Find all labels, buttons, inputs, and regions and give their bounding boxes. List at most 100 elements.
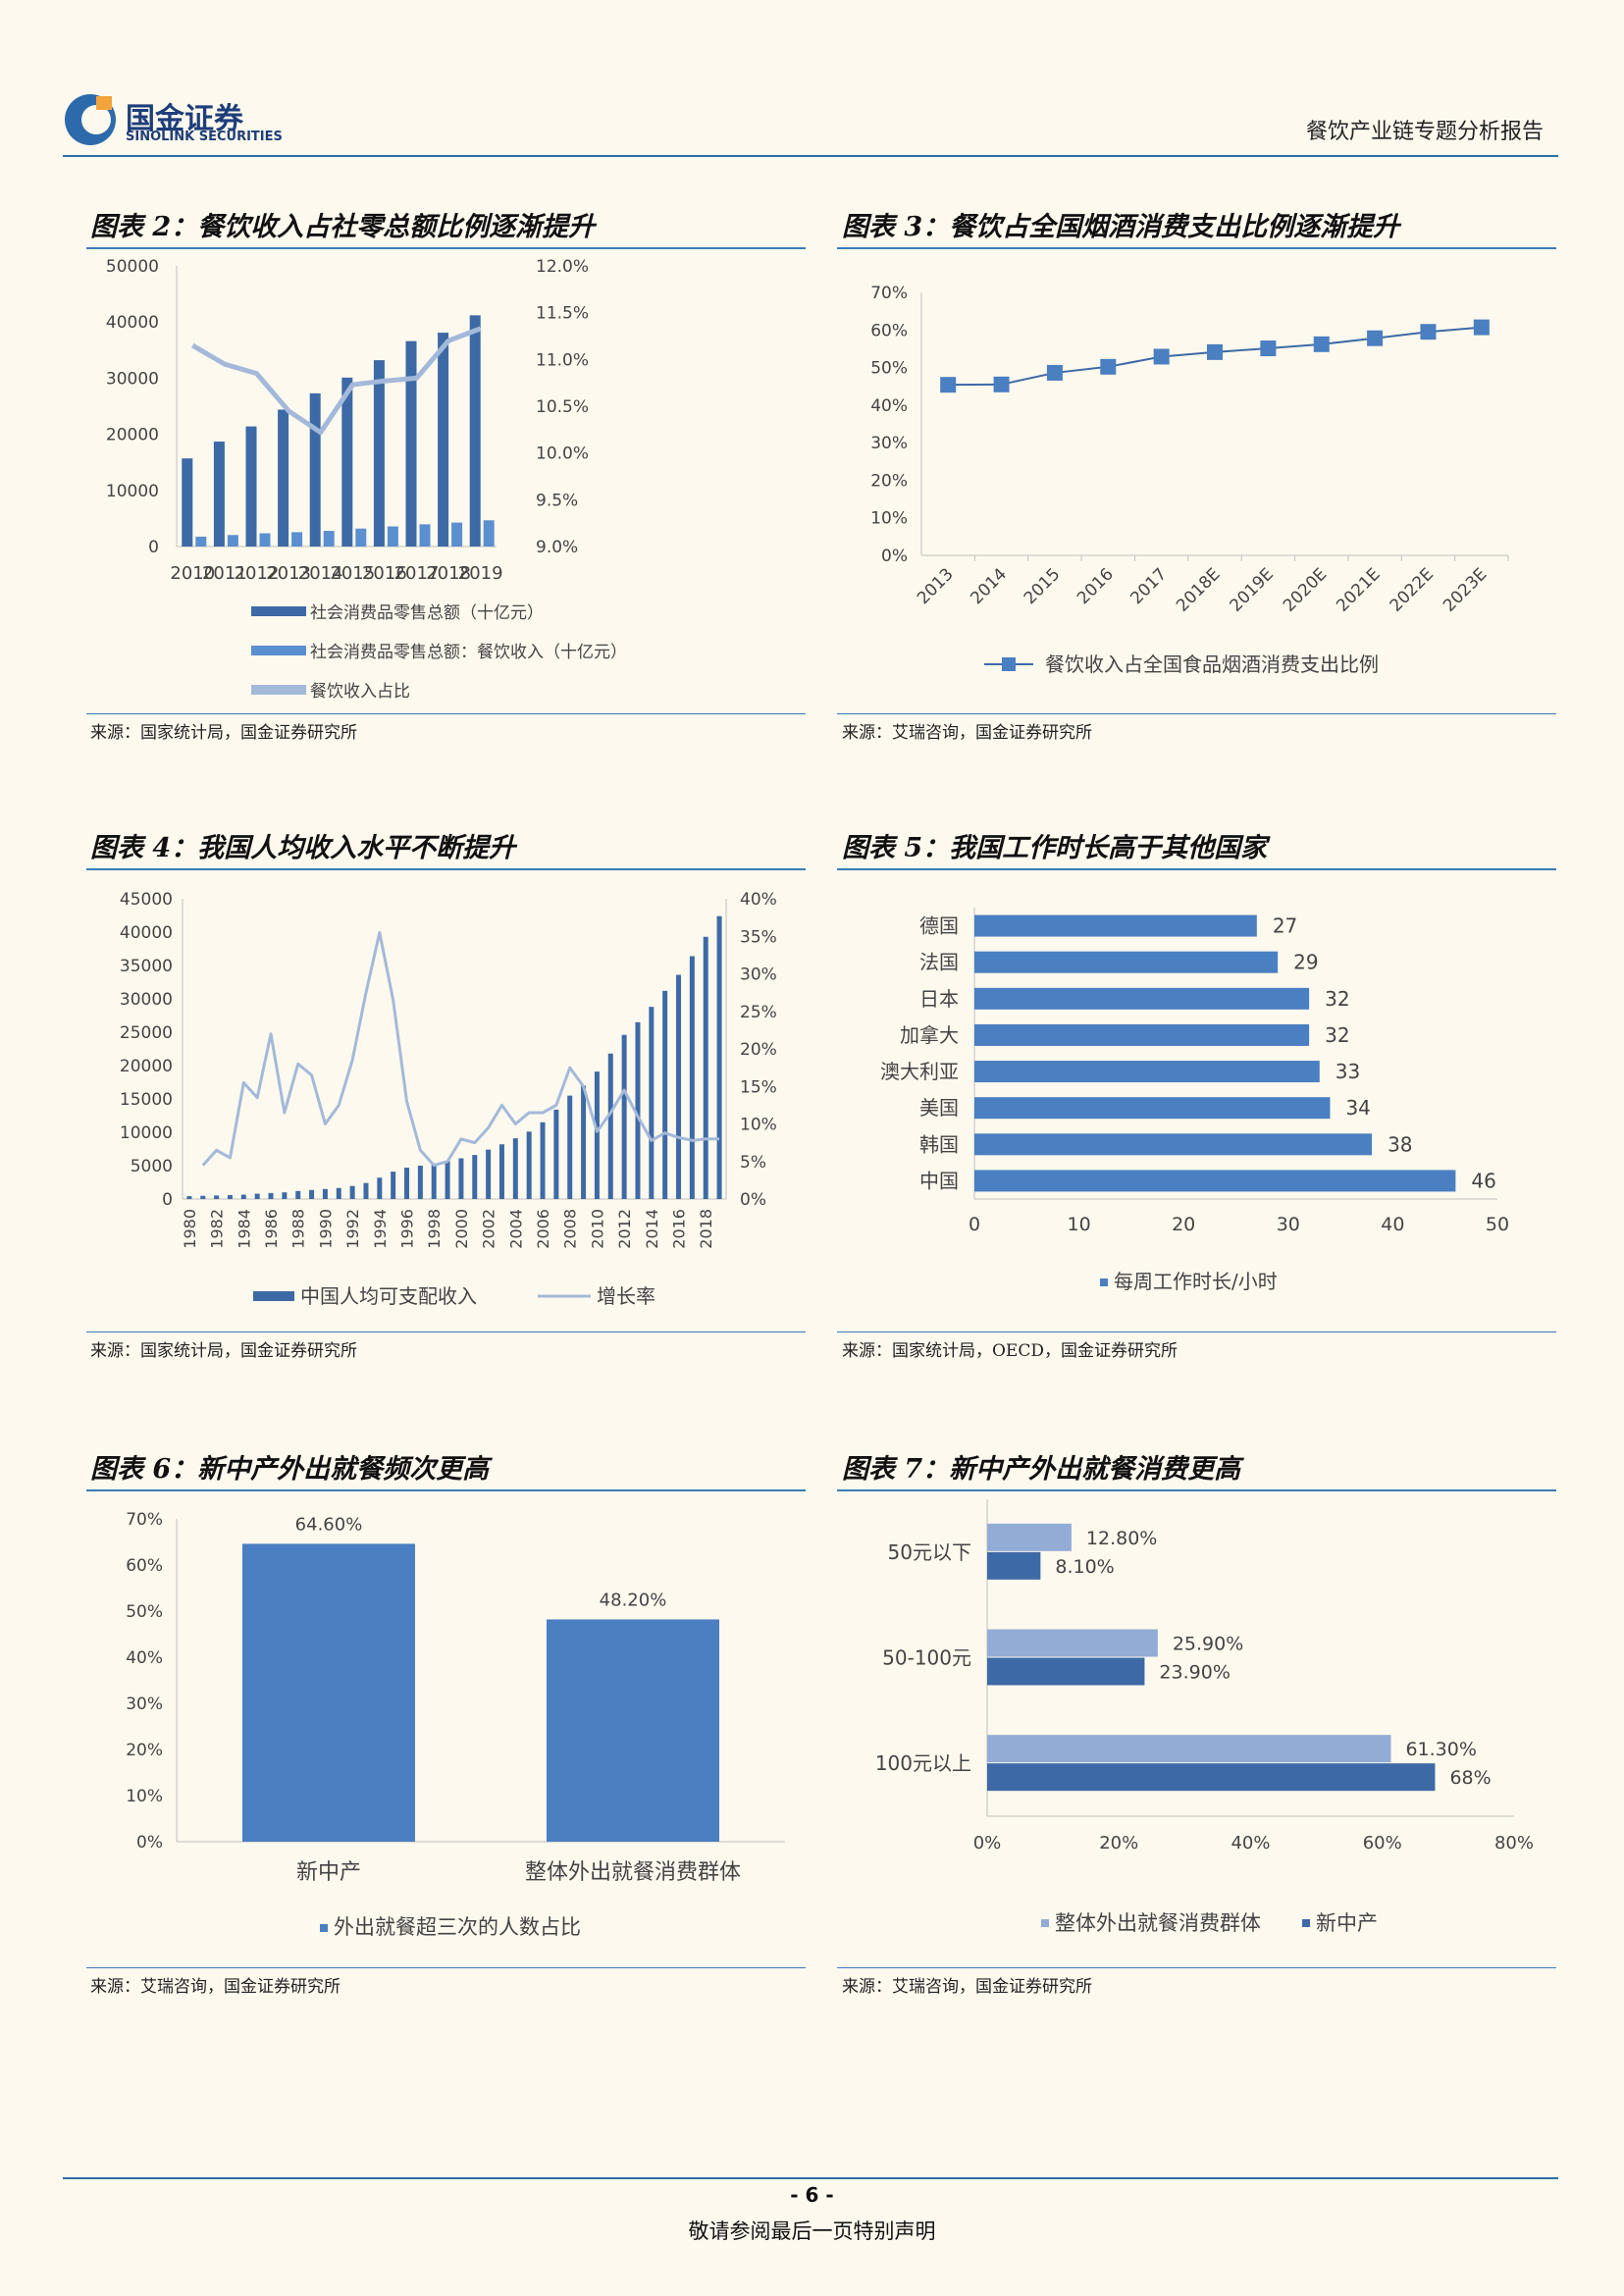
x-tick-label: 20% xyxy=(1099,1833,1138,1853)
x-tick-label: 1980 xyxy=(181,1209,199,1249)
x-tick-label: 30 xyxy=(1277,1214,1300,1235)
data-label: 33 xyxy=(1336,1060,1360,1083)
bar-income xyxy=(336,1187,341,1199)
bar-income xyxy=(607,1053,613,1199)
data-label: 32 xyxy=(1325,987,1349,1011)
x-tick-label: 2016 xyxy=(362,563,407,584)
legend-swatch xyxy=(251,606,306,616)
x-tick-label: 2018E xyxy=(1173,564,1224,615)
x-tick-label: 2004 xyxy=(506,1209,525,1249)
data-label: 68% xyxy=(1449,1767,1491,1789)
bar-income xyxy=(472,1155,478,1199)
x-tick-label: 2023E xyxy=(1440,564,1491,615)
category-label: 澳大利亚 xyxy=(880,1060,959,1083)
x-tick-label: 2006 xyxy=(534,1209,552,1249)
bar-catering-revenue xyxy=(195,536,207,547)
legend-label: 餐饮收入占全国食品烟酒消费支出比例 xyxy=(1045,652,1379,676)
panel-3-source: 来源：艾瑞咨询，国金证券研究所 xyxy=(842,723,1092,743)
data-point xyxy=(1207,343,1223,360)
y-left-tick-label: 10000 xyxy=(120,1123,173,1143)
data-label: 25.90% xyxy=(1173,1634,1243,1655)
x-tick-label: 2012 xyxy=(615,1209,634,1249)
bar-retail-total xyxy=(213,442,225,547)
data-label: 48.20% xyxy=(600,1590,667,1610)
bar-catering-revenue xyxy=(323,531,335,547)
bar-income xyxy=(186,1196,192,1199)
panel-5-top-rule xyxy=(837,868,1556,870)
bar-retail-total xyxy=(438,333,449,547)
y-tick-label: 60% xyxy=(126,1556,163,1576)
category-label: 美国 xyxy=(919,1096,959,1120)
y-tick-label: 30% xyxy=(870,434,908,453)
y-left-tick-label: 10000 xyxy=(106,482,159,501)
bar-overall xyxy=(987,1735,1391,1763)
bar-income xyxy=(703,936,708,1199)
header-divider xyxy=(63,155,1558,157)
category-label: 德国 xyxy=(919,914,959,938)
data-point xyxy=(993,376,1010,392)
panel-4-title: 图表 4：我国人均收入水平不断提升 xyxy=(90,833,516,863)
panel-4-source: 来源：国家统计局，国金证券研究所 xyxy=(90,1341,357,1361)
bar-income xyxy=(214,1195,220,1199)
y-left-tick-label: 50000 xyxy=(106,257,159,277)
bar-dining-frequency xyxy=(547,1619,719,1842)
y-right-tick-label: 10.0% xyxy=(536,444,589,464)
bar-income xyxy=(635,1021,641,1199)
bar-work-hours xyxy=(974,1097,1331,1120)
x-tick-label: 1994 xyxy=(371,1209,390,1249)
chart-3: 0%10%20%30%40%50%60%70%2013 2014 2015 2016 2… xyxy=(870,284,1509,676)
panel-2-title: 图表 2：餐饮收入占社零总额比例逐渐提升 xyxy=(90,212,596,242)
x-tick-label: 2016 xyxy=(1074,564,1118,608)
panel-7-title: 图表 7：新中产外出就餐消费更高 xyxy=(842,1454,1241,1485)
y-tick-label: 0% xyxy=(881,547,908,566)
bar-income xyxy=(309,1189,315,1199)
y-tick-label: 70% xyxy=(126,1510,163,1530)
y-left-tick-label: 0 xyxy=(148,538,159,557)
y-right-tick-label: 11.0% xyxy=(536,350,589,370)
bar-catering-revenue xyxy=(355,528,367,547)
bar-income xyxy=(526,1131,532,1199)
category-label: 100元以上 xyxy=(875,1751,971,1775)
data-label: 12.80% xyxy=(1086,1528,1157,1549)
data-label: 27 xyxy=(1273,914,1297,938)
y-right-tick-label: 11.5% xyxy=(536,304,589,324)
bar-retail-total xyxy=(182,458,193,547)
bar-new-middle-class xyxy=(987,1551,1041,1580)
y-right-tick-label: 9.0% xyxy=(536,538,578,557)
x-tick-label: 2008 xyxy=(561,1209,580,1249)
y-right-tick-label: 10.5% xyxy=(536,397,589,417)
panel-6-title: 图表 6：新中产外出就餐频次更高 xyxy=(90,1454,490,1485)
category-label: 法国 xyxy=(919,951,959,974)
panel-2-source: 来源：国家统计局，国金证券研究所 xyxy=(90,723,357,743)
x-tick-label: 60% xyxy=(1363,1833,1402,1853)
legend-label: 外出就餐超三次的人数占比 xyxy=(334,1915,581,1939)
bar-income xyxy=(431,1163,437,1199)
category-label: 整体外出就餐消费群体 xyxy=(525,1860,741,1885)
footer-disclaimer: 敬请参阅最后一页特别声明 xyxy=(688,2219,936,2243)
chart-2: 0 10000 20000 30000 40000 50000 9.0% 9.5% 10.0% 1… xyxy=(106,257,627,702)
data-point xyxy=(940,377,957,393)
bar-income xyxy=(716,915,722,1199)
data-label: 8.10% xyxy=(1055,1556,1114,1578)
y-right-tick-label: 9.5% xyxy=(536,491,578,510)
legend-swatch xyxy=(253,1291,294,1301)
bar-work-hours xyxy=(974,951,1279,973)
bar-retail-total xyxy=(341,377,353,547)
logo-cn-text: 国金证券 xyxy=(126,102,243,136)
bar-income xyxy=(621,1034,627,1199)
x-tick-label: 2019E xyxy=(1227,564,1278,615)
legend-label: 社会消费品零售总额（十亿元） xyxy=(310,603,544,623)
legend-swatch xyxy=(1302,1919,1310,1927)
y-left-tick-label: 0 xyxy=(162,1190,173,1210)
bar-work-hours xyxy=(974,1170,1456,1192)
category-label: 50元以下 xyxy=(888,1540,971,1564)
y-tick-label: 30% xyxy=(126,1695,163,1714)
bar-income xyxy=(349,1185,355,1199)
bar-income xyxy=(377,1177,383,1199)
bar-work-hours xyxy=(974,914,1257,937)
x-tick-label: 1998 xyxy=(425,1209,444,1249)
y-left-tick-label: 15000 xyxy=(120,1090,173,1110)
x-tick-label: 2010 xyxy=(170,563,215,584)
bar-income xyxy=(662,990,668,1199)
bar-retail-total xyxy=(278,409,289,547)
